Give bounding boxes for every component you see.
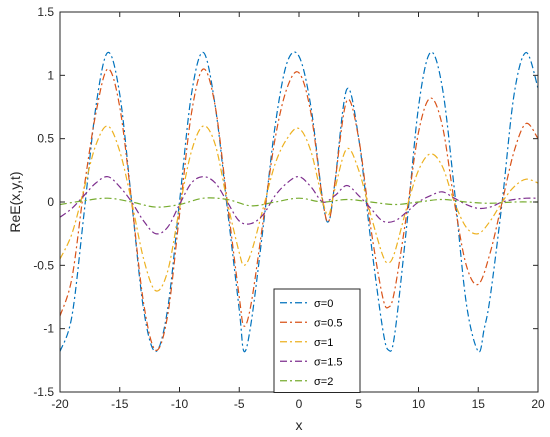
series-line-4 [60, 197, 538, 208]
legend-label: σ=0 [314, 298, 333, 310]
y-tick-label: 0 [47, 195, 54, 209]
x-tick-label: -10 [171, 397, 189, 411]
y-tick-label: -1.5 [33, 385, 54, 399]
legend-label: σ=0.5 [314, 317, 343, 329]
x-tick-label: 5 [355, 397, 362, 411]
series-line-1 [60, 68, 538, 351]
x-tick-label: -20 [51, 397, 69, 411]
series-line-3 [60, 176, 538, 235]
x-axis-label: x [296, 417, 303, 433]
x-tick-label: 0 [296, 397, 303, 411]
x-tick-label: -15 [111, 397, 129, 411]
y-tick-label: 1 [47, 68, 54, 82]
x-tick-label: 10 [412, 397, 426, 411]
legend: σ=0 σ=0.5 σ=1 σ=1.5 σ=2 [273, 288, 361, 393]
series-line-0 [60, 51, 538, 353]
y-tick-label: -1 [43, 322, 54, 336]
series-line-2 [60, 125, 538, 292]
y-axis-label: ReE(x,y,t) [7, 171, 23, 232]
x-tick-label: 20 [531, 397, 545, 411]
y-tick-label: -0.5 [33, 258, 54, 272]
legend-label: σ=1 [314, 337, 333, 349]
legend-label: σ=2 [314, 376, 333, 388]
legend-label: σ=1.5 [314, 356, 343, 368]
legend-box [273, 288, 361, 393]
x-axis-ticks: -20 -15 -10 -5 0 5 10 15 20 [51, 12, 545, 411]
x-tick-label: 15 [472, 397, 486, 411]
y-tick-label: 0.5 [37, 132, 54, 146]
series-layer [60, 51, 538, 353]
y-tick-label: 1.5 [37, 5, 54, 19]
y-axis-ticks: -1.5 -1 -0.5 0 0.5 1 1.5 [33, 5, 538, 399]
x-tick-label: -5 [234, 397, 245, 411]
